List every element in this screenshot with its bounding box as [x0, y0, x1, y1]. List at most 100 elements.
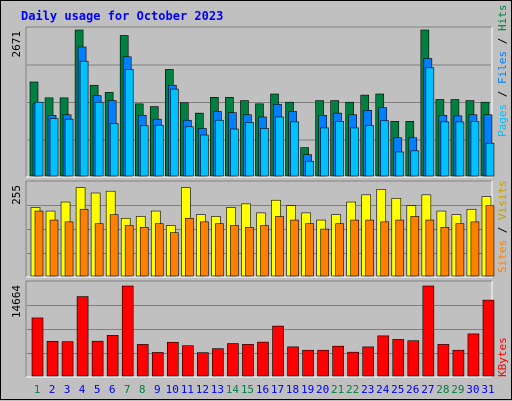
sites-bar: [124, 225, 134, 277]
pages-bar: [440, 121, 450, 177]
day-label: 4: [79, 383, 86, 396]
pages-bar: [215, 119, 224, 177]
sites-bar: [230, 225, 239, 277]
sites-bar: [455, 223, 465, 277]
sites-bar: [169, 232, 179, 277]
pages-bar: [305, 160, 314, 177]
chart-title: Daily usage for October 2023: [21, 9, 223, 23]
kbytes-bar: [227, 343, 239, 377]
pages-bar: [34, 101, 44, 177]
day-label: 2: [49, 383, 56, 396]
pages-bar: [275, 116, 284, 177]
pages-bar: [230, 128, 239, 177]
pages-bar: [470, 121, 480, 177]
pages-bar: [94, 101, 104, 177]
pages-bar: [245, 122, 254, 177]
pages-bar: [350, 127, 359, 177]
kbytes-bar: [302, 349, 314, 377]
kbytes-bar: [257, 341, 269, 377]
kbytes-bar: [332, 345, 344, 377]
pages-bar: [124, 69, 134, 177]
day-label: 23: [361, 383, 374, 396]
pages-bar: [109, 123, 119, 177]
kbytes-bar: [151, 352, 164, 377]
panel-hits-max-label: 2671: [10, 31, 23, 58]
day-label: 26: [406, 383, 419, 396]
pages-bar: [79, 60, 89, 177]
legend-kbytes: KBytes: [496, 337, 509, 377]
day-label: 27: [421, 383, 434, 396]
sites-bar: [410, 216, 420, 277]
pages-bar: [410, 150, 420, 177]
pages-bar: [200, 134, 209, 177]
sites-bar: [350, 219, 359, 277]
sites-bar: [365, 219, 375, 277]
pages-bar: [290, 121, 299, 177]
sites-bar: [109, 214, 119, 277]
day-label: 16: [256, 383, 269, 396]
sites-bar: [425, 219, 435, 277]
sites-bar: [139, 226, 149, 277]
pages-bar: [335, 121, 344, 177]
kbytes-bar: [272, 325, 284, 377]
kbytes-bar: [347, 351, 359, 377]
kbytes-bar: [46, 340, 59, 377]
sites-bar: [34, 210, 44, 277]
legend-sites: Sites: [496, 240, 509, 273]
sites-bar: [64, 221, 74, 277]
kbytes-bar: [136, 344, 149, 377]
kbytes-bar: [106, 335, 119, 377]
day-label: 10: [166, 383, 179, 396]
legend-sep: /: [496, 220, 509, 240]
day-label: 21: [331, 383, 344, 396]
pages-bar: [425, 67, 435, 177]
day-label: 17: [271, 383, 284, 396]
day-label: 18: [286, 383, 299, 396]
kbytes-bar: [197, 352, 209, 377]
sites-bar: [94, 223, 104, 277]
pages-bar: [169, 88, 179, 177]
day-label: 28: [436, 383, 449, 396]
day-label: 11: [181, 383, 194, 396]
kbytes-bar: [467, 333, 480, 377]
kbytes-bar: [422, 285, 435, 377]
legend-sep: /: [496, 31, 509, 51]
sites-bar: [200, 221, 209, 277]
kbytes-bar: [437, 344, 450, 377]
legend-visits: Visits: [496, 180, 509, 220]
day-label: 31: [481, 383, 494, 396]
sites-bar: [470, 221, 480, 277]
day-label: 22: [346, 383, 359, 396]
sites-bar: [305, 223, 314, 277]
day-label: 9: [154, 383, 161, 396]
sites-bar: [275, 216, 284, 277]
sites-bar: [260, 225, 269, 277]
kbytes-bar: [317, 349, 329, 377]
sites-bar: [380, 221, 390, 277]
pages-bar: [154, 124, 164, 177]
legend-pages: Pages: [496, 104, 509, 137]
kbytes-bar: [362, 346, 375, 377]
legend-panel-visits: Sites / Visits: [496, 180, 509, 273]
kbytes-bar: [482, 299, 495, 377]
day-label: 14: [226, 383, 240, 396]
day-label: 7: [124, 383, 131, 396]
sites-bar: [215, 223, 224, 277]
day-label: 6: [109, 383, 116, 396]
pages-bar: [139, 125, 149, 177]
kbytes-bar: [377, 335, 390, 377]
pages-bar: [395, 151, 405, 177]
kbytes-bar: [452, 349, 465, 377]
legend-panel-kbytes: KBytes: [496, 337, 509, 377]
sites-bar: [185, 217, 194, 277]
pages-bar: [185, 126, 194, 177]
panel-kbytes-max-label: 14664: [10, 285, 23, 318]
sites-bar: [335, 223, 344, 277]
sites-bar: [245, 226, 254, 277]
day-label: 25: [391, 383, 404, 396]
legend-sep: /: [496, 84, 509, 104]
kbytes-bar: [182, 345, 194, 377]
sites-bar: [79, 208, 89, 277]
kbytes-bar: [212, 348, 224, 377]
